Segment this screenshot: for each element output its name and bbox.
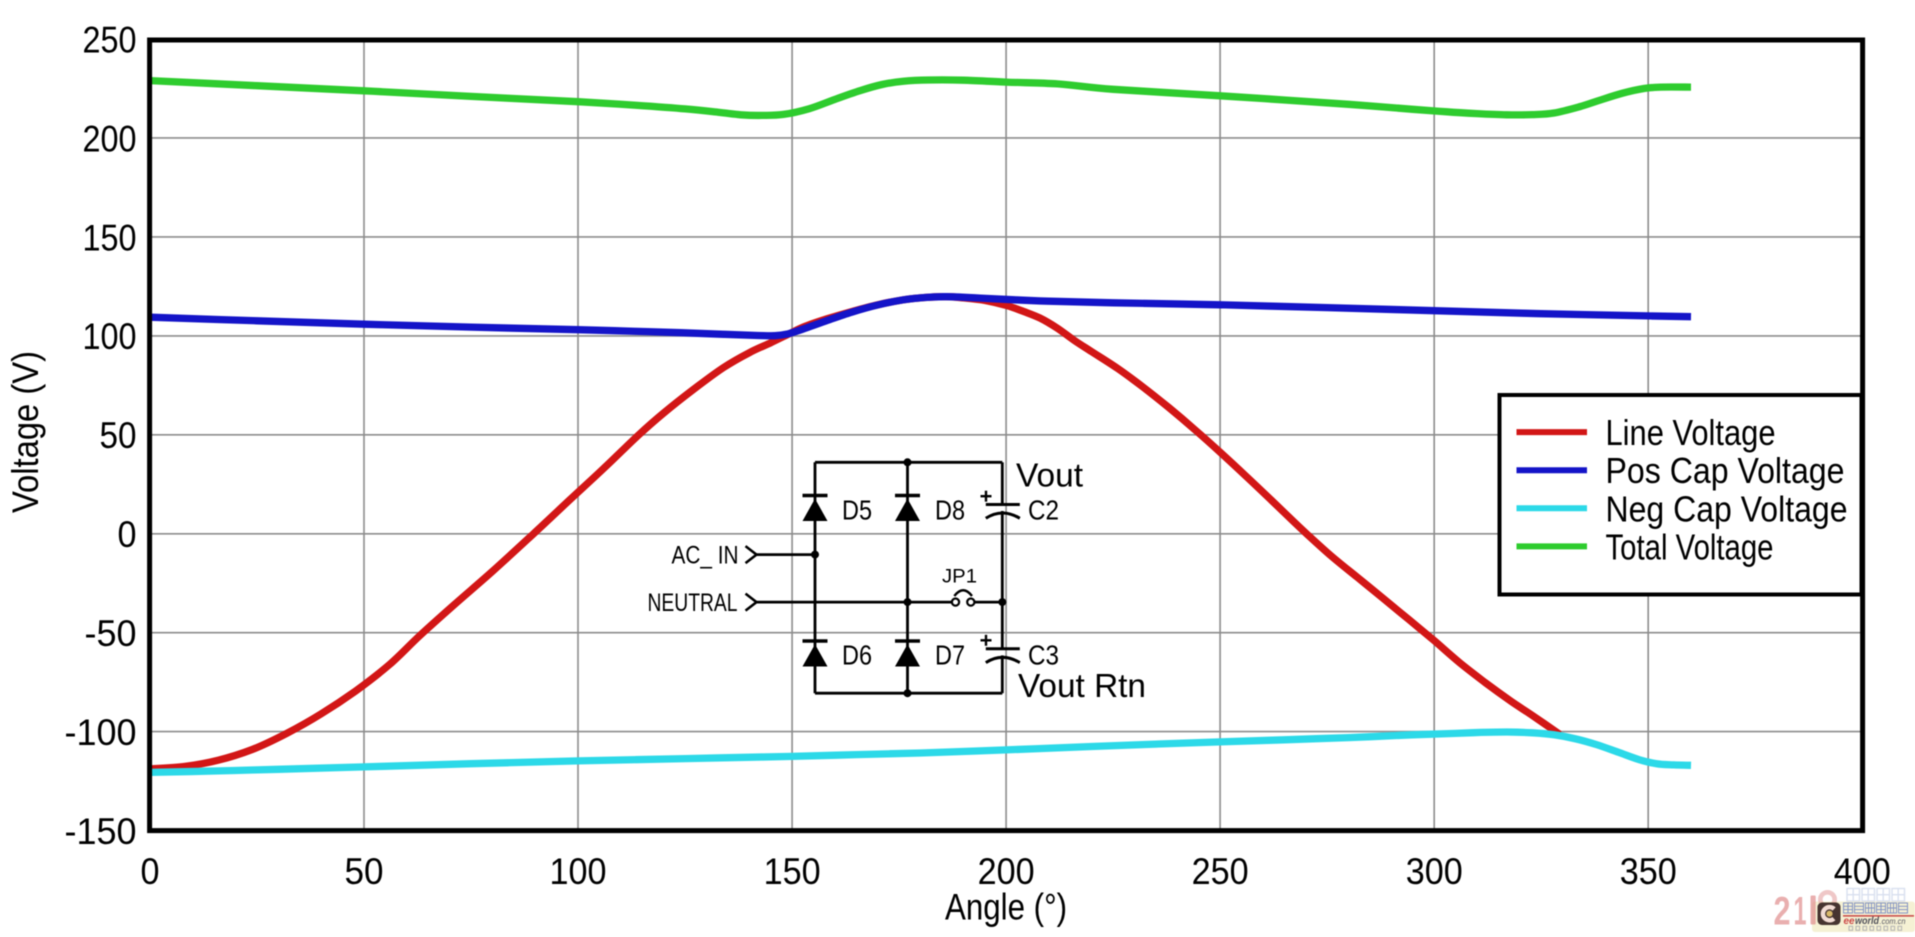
svg-text:Voltage (V): Voltage (V) [5, 351, 46, 513]
svg-text:Vout Rtn: Vout Rtn [1018, 667, 1146, 704]
svg-text:350: 350 [1620, 851, 1677, 892]
svg-text:D8: D8 [935, 495, 965, 526]
svg-text:C3: C3 [1028, 640, 1059, 671]
svg-text:200: 200 [978, 851, 1035, 892]
svg-text:50: 50 [345, 851, 384, 892]
svg-text:100: 100 [83, 316, 137, 357]
svg-text:150: 150 [764, 851, 821, 892]
svg-text:200: 200 [83, 118, 137, 159]
svg-text:1: 1 [1794, 890, 1807, 934]
svg-text:ee: ee [1844, 915, 1855, 927]
svg-text:D6: D6 [842, 640, 872, 671]
svg-text:-100: -100 [65, 712, 137, 753]
svg-text:100: 100 [550, 851, 607, 892]
svg-text:world: world [1855, 915, 1880, 927]
svg-text:2: 2 [1774, 890, 1791, 934]
svg-text:-150: -150 [65, 811, 137, 852]
svg-text:Pos Cap Voltage: Pos Cap Voltage [1606, 450, 1845, 491]
svg-text:.com.cn: .com.cn [1880, 916, 1906, 926]
svg-text:Neg Cap Voltage: Neg Cap Voltage [1606, 488, 1848, 529]
svg-text:0: 0 [118, 514, 137, 555]
svg-text:Vout: Vout [1016, 457, 1083, 494]
svg-text:AC_ IN: AC_ IN [672, 542, 739, 570]
svg-text:D7: D7 [935, 640, 965, 671]
svg-text:NEUTRAL: NEUTRAL [648, 589, 738, 617]
svg-text:150: 150 [83, 217, 137, 258]
svg-text:250: 250 [1192, 851, 1249, 892]
svg-text:Total Voltage: Total Voltage [1606, 526, 1774, 567]
svg-text:250: 250 [83, 19, 137, 60]
svg-text:C2: C2 [1028, 495, 1059, 526]
svg-text:Angle (°): Angle (°) [945, 887, 1067, 928]
svg-text:400: 400 [1834, 851, 1891, 892]
svg-text:JP1: JP1 [942, 567, 977, 588]
svg-text:D5: D5 [842, 495, 872, 526]
svg-text:0: 0 [141, 851, 160, 892]
svg-text:50: 50 [100, 415, 137, 456]
svg-text:Line Voltage: Line Voltage [1606, 412, 1776, 453]
svg-text:300: 300 [1406, 851, 1463, 892]
svg-text:-50: -50 [85, 613, 137, 654]
